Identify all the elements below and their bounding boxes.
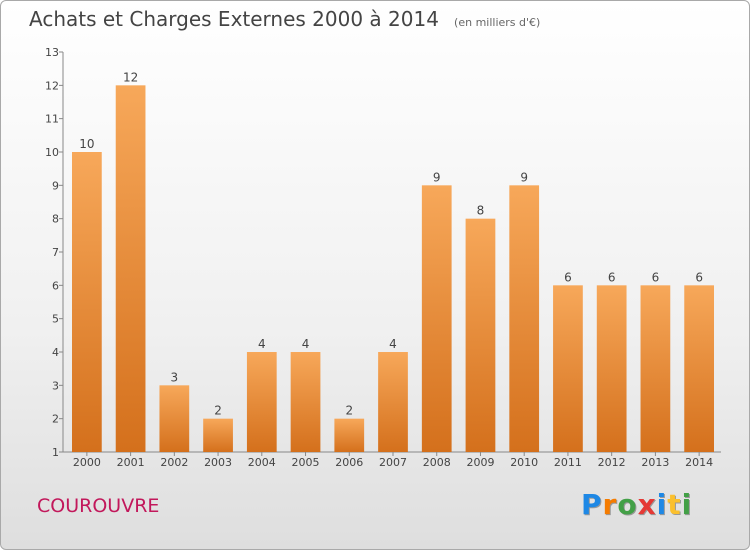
logo-letter: t	[667, 488, 682, 521]
data-label: 4	[389, 337, 397, 351]
y-tick-label: 8	[52, 213, 59, 226]
y-tick-label: 12	[45, 79, 59, 92]
bar	[421, 185, 452, 453]
y-tick-label: 13	[45, 46, 59, 59]
x-tick-label: 2014	[685, 456, 713, 469]
data-label: 6	[608, 270, 616, 284]
data-label: 2	[214, 404, 222, 418]
x-tick-label: 2008	[423, 456, 451, 469]
data-label: 6	[695, 270, 703, 284]
data-label: 4	[258, 337, 266, 351]
data-label: 9	[433, 170, 441, 184]
y-tick-label: 7	[52, 246, 59, 259]
data-label: 12	[123, 70, 138, 84]
logo-letter: i	[681, 488, 693, 521]
bar	[465, 218, 496, 452]
logo-letter: i	[656, 488, 668, 521]
x-tick-label: 2002	[160, 456, 188, 469]
y-tick-label: 4	[52, 346, 59, 359]
x-tick-label: 2006	[335, 456, 363, 469]
proxiti-logo[interactable]: Proxiti	[581, 488, 692, 521]
bar	[71, 152, 102, 452]
bar	[378, 352, 408, 452]
y-tick-label: 11	[45, 113, 59, 126]
x-tick-label: 2003	[204, 456, 232, 469]
y-tick-label: 10	[45, 146, 59, 159]
y-tick-label: 9	[52, 179, 59, 192]
logo-letter: o	[617, 488, 638, 521]
x-axis: 2000 2001 2002 2003 2004 2005 2006 2007 2008 2009…	[63, 451, 721, 469]
y-tick-label: 6	[52, 279, 59, 292]
y-tick-label: 3	[52, 379, 59, 392]
data-label: 6	[652, 270, 660, 284]
bar	[246, 352, 277, 452]
bars: 10 12 3 2 4 4 2 4 9 8 9 6 6 6 6	[71, 70, 715, 453]
bar	[684, 285, 715, 452]
data-label: 2	[345, 404, 353, 418]
y-tick-label: 2	[52, 413, 59, 426]
y-tick-label: 5	[52, 313, 59, 326]
bar	[509, 185, 540, 453]
bar	[640, 285, 671, 452]
bar	[159, 385, 190, 452]
x-tick-label: 2011	[554, 456, 582, 469]
x-tick-label: 2004	[248, 456, 276, 469]
bar	[290, 352, 321, 452]
x-tick-label: 2000	[73, 456, 101, 469]
data-label: 6	[564, 270, 572, 284]
bar	[334, 418, 365, 452]
data-label: 8	[477, 204, 485, 218]
logo-letter: P	[581, 488, 603, 521]
x-tick-label: 2005	[292, 456, 320, 469]
bar	[553, 285, 583, 452]
y-tick-label: 1	[52, 446, 59, 459]
chart-subtitle: (en milliers d'€)	[454, 16, 541, 29]
commune-name: COUROUVRE	[37, 495, 160, 517]
data-label: 10	[79, 137, 94, 151]
x-tick-label: 2007	[379, 456, 407, 469]
x-tick-label: 2012	[598, 456, 626, 469]
x-tick-label: 2010	[510, 456, 538, 469]
logo-letter: r	[602, 488, 618, 521]
data-label: 9	[520, 170, 528, 184]
data-label: 3	[171, 370, 179, 384]
bar	[115, 85, 146, 452]
bar	[596, 285, 627, 452]
bar	[203, 418, 233, 452]
chart-title: Achats et Charges Externes 2000 à 2014	[29, 7, 439, 31]
x-tick-label: 2009	[466, 456, 494, 469]
title-row: Achats et Charges Externes 2000 à 2014 (…	[29, 7, 540, 31]
logo-letter: x	[637, 488, 657, 521]
x-tick-label: 2001	[117, 456, 145, 469]
x-tick-label: 2013	[641, 456, 669, 469]
data-label: 4	[302, 337, 310, 351]
